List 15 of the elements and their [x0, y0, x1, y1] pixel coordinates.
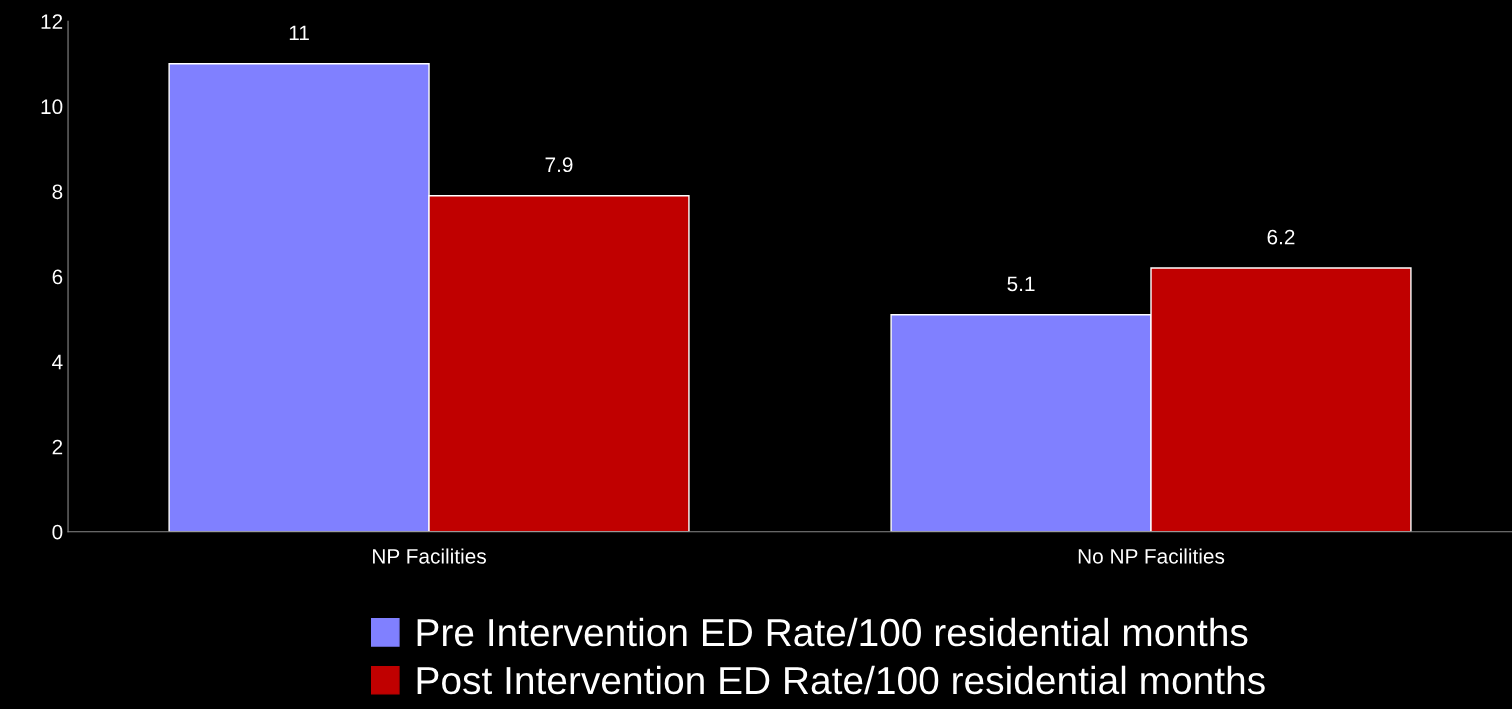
y-tick-label: 12 [41, 14, 63, 29]
data-label: 11 [289, 25, 309, 41]
legend-label: Post Intervention ED Rate/100 residential months [417, 665, 1265, 695]
y-tick-label: 4 [52, 354, 63, 370]
y-tick-label: 6 [52, 269, 63, 285]
x-tick-label: No NP Facilities [1078, 548, 1225, 564]
x-tick-label: NP Facilities [373, 548, 486, 564]
y-tick-label: 8 [52, 184, 63, 200]
y-tick-label: 2 [52, 439, 63, 455]
data-label: 7.9 [545, 157, 573, 173]
data-label: 6.2 [1267, 229, 1295, 245]
legend-label: Pre Intervention ED Rate/100 residential months [417, 617, 1248, 647]
y-tick-label: 0 [52, 524, 63, 540]
y-tick-label: 10 [41, 99, 63, 115]
data-label: 5.1 [1007, 276, 1035, 292]
